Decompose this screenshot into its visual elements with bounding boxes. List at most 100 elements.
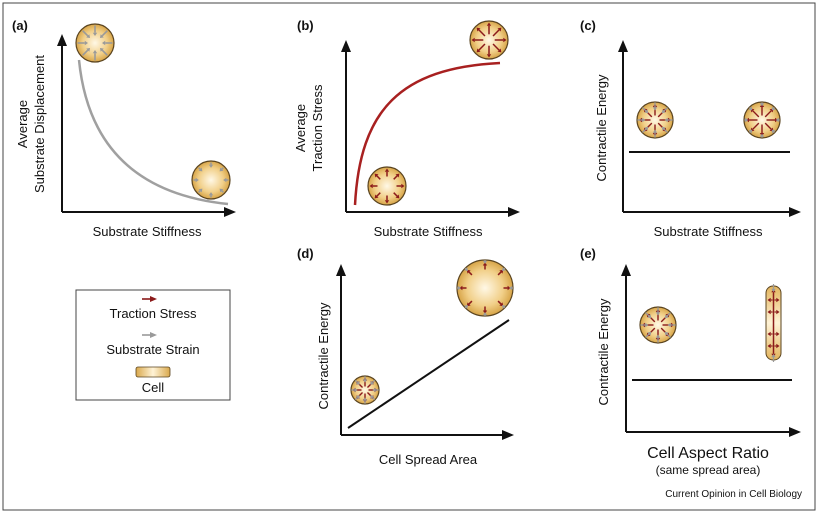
panel-a-y-arrowhead (57, 34, 67, 46)
panel-e: (e) Contractile Energy Cell Aspect Ratio… (580, 246, 801, 477)
strain-arrow (661, 126, 668, 133)
strain-arrow (664, 117, 673, 123)
legend-traction-label: Traction Stress (110, 306, 197, 321)
panel-d-label: (d) (297, 246, 314, 261)
strain-arrow (92, 50, 98, 61)
strain-arrow (502, 305, 506, 309)
panel-c-xlabel: Substrate Stiffness (654, 224, 763, 239)
traction-arrow (767, 297, 773, 303)
strain-arrow (99, 30, 108, 39)
panel-a-ylabel-line1: Average (15, 100, 30, 148)
traction-arrow (476, 27, 486, 37)
panel-c-y-arrowhead (618, 40, 628, 52)
strain-arrow (464, 305, 468, 309)
strain-arrow (102, 40, 113, 46)
strain-arrow (664, 331, 671, 338)
traction-arrow (393, 173, 400, 180)
strain-arrow (77, 40, 88, 46)
strain-arrow (771, 354, 776, 362)
strain-arrow (771, 106, 776, 111)
legend-strain-label: Substrate Strain (106, 342, 199, 357)
strain-arrow (362, 397, 368, 404)
strain-arrow (354, 379, 360, 385)
traction-arrow (369, 183, 378, 189)
strain-arrow (464, 267, 468, 271)
strain-arrow (193, 177, 199, 183)
strain-arrow (744, 117, 749, 123)
traction-arrow (396, 183, 405, 189)
panel-b-ylabel-line1: Average (293, 104, 308, 152)
strain-arrow (759, 133, 765, 138)
strain-arrow (645, 312, 652, 319)
traction-arrow (774, 343, 780, 349)
strain-arrow (640, 322, 649, 328)
strain-arrow (759, 102, 765, 107)
traction-arrow (374, 192, 381, 199)
strain-arrow (362, 376, 368, 383)
legend-box (75, 289, 231, 401)
strain-arrow (652, 102, 658, 111)
panel-b-curve (353, 61, 501, 206)
cell-round (639, 306, 677, 344)
panel-a-ylabel-line2: Substrate Displacement (32, 55, 47, 193)
strain-arrow (219, 167, 224, 172)
strain-arrow (655, 307, 661, 316)
legend-strain-arrowhead (150, 332, 157, 338)
strain-arrow (457, 285, 461, 291)
traction-arrow (767, 331, 773, 337)
panel-a-curve (77, 59, 229, 206)
traction-arrow (494, 37, 507, 43)
strain-arrow (775, 117, 780, 123)
strain-arrow (351, 387, 358, 393)
strain-arrow (82, 47, 91, 56)
strain-arrow (642, 107, 649, 114)
panel-e-xlabel: Cell Aspect Ratio (647, 445, 769, 462)
panel-c-label: (c) (580, 18, 596, 33)
strain-arrow (482, 312, 488, 316)
strain-arrow (642, 126, 649, 133)
traction-arrow (774, 297, 780, 303)
traction-arrow (774, 331, 780, 337)
strain-arrow (482, 260, 488, 264)
panel-b-xlabel: Substrate Stiffness (374, 224, 483, 239)
cell-elongated (765, 284, 782, 362)
panel-e-xsublabel: (same spread area) (656, 463, 761, 477)
panel-a-label: (a) (12, 18, 28, 33)
panel-a-x-arrowhead (224, 207, 236, 217)
credit: Current Opinion in Cell Biology (665, 489, 802, 500)
strain-arrow (748, 106, 753, 111)
strain-arrow (652, 129, 658, 138)
strain-arrow (82, 30, 91, 39)
panel-b-ylabel-line2: Traction Stress (310, 84, 325, 171)
legend-cell-label: Cell (142, 380, 165, 395)
traction-arrow (767, 343, 773, 349)
legend-cell-swatch (135, 366, 171, 378)
strain-arrow (208, 162, 214, 168)
traction-arrow (374, 173, 381, 180)
traction-arrow (486, 22, 492, 35)
strain-arrow (502, 267, 506, 271)
strain-arrow (370, 379, 376, 385)
cell-strain-small (191, 160, 231, 200)
panel-d-trend-line (347, 319, 510, 429)
panel-c-ylabel: Contractile Energy (594, 74, 609, 181)
strain-arrow (664, 312, 671, 319)
panel-b-y-arrowhead (341, 40, 351, 52)
cell-mixed-stiff (743, 101, 781, 139)
panel-b: (b) Average Traction Stress Substrate St… (293, 18, 520, 239)
strain-arrow (771, 284, 776, 292)
panel-d-ylabel: Contractile Energy (316, 302, 331, 409)
traction-arrow (767, 309, 773, 315)
traction-arrow (384, 168, 390, 177)
panel-d-xlabel: Cell Spread Area (379, 452, 478, 467)
traction-arrow (471, 37, 484, 43)
strain-arrow (354, 395, 360, 401)
panel-c: (c) Contractile Energy Substrate Stiffne… (580, 18, 801, 239)
strain-arrow (645, 331, 652, 338)
strain-arrow (219, 188, 224, 193)
strain-arrow (748, 129, 753, 134)
traction-arrow (492, 27, 502, 37)
strain-arrow (208, 192, 214, 198)
strain-arrow (637, 117, 646, 123)
